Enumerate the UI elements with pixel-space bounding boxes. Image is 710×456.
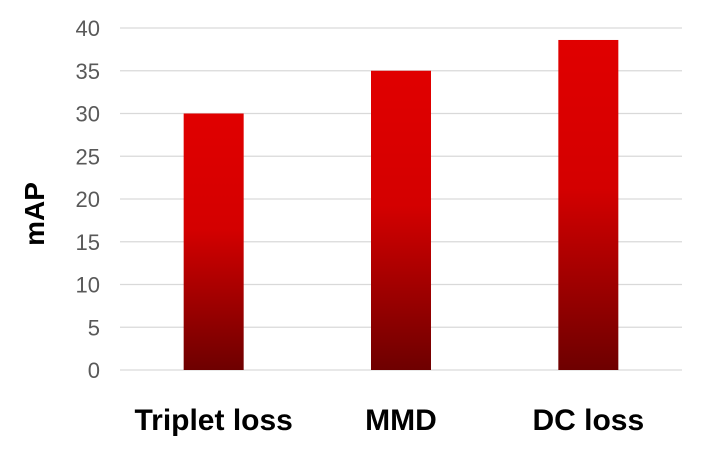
y-tick-label: 40 <box>76 16 100 41</box>
y-tick-label: 10 <box>76 273 100 298</box>
x-category-label: MMD <box>365 404 437 437</box>
y-tick-label: 0 <box>88 358 100 383</box>
x-axis-categories: Triplet loss MMD DC loss <box>134 404 644 437</box>
y-tick-label: 30 <box>76 102 100 127</box>
y-axis-title: mAP <box>19 182 50 246</box>
bar-dc-loss <box>558 39 619 370</box>
bar-mmd <box>371 70 431 370</box>
bars <box>183 39 619 370</box>
y-tick-label: 15 <box>76 230 100 255</box>
x-category-label: Triplet loss <box>134 404 292 437</box>
x-category-label: DC loss <box>532 404 644 437</box>
y-tick-label: 5 <box>88 315 100 340</box>
y-axis-ticks: 0 5 10 15 20 25 30 35 40 <box>76 16 100 383</box>
y-tick-label: 35 <box>76 59 100 84</box>
y-tick-label: 20 <box>76 187 100 212</box>
y-tick-label: 25 <box>76 144 100 169</box>
bar-triplet-loss <box>183 113 244 370</box>
